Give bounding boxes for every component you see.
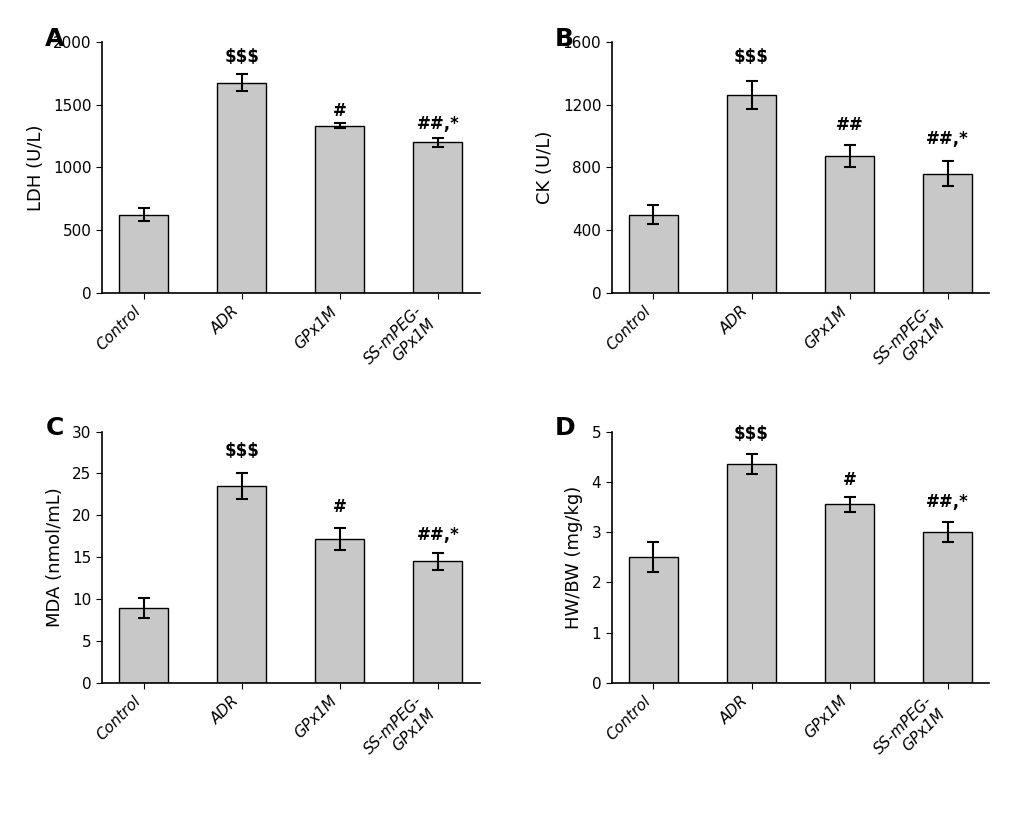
Y-axis label: MDA (nmol/mL): MDA (nmol/mL) — [46, 487, 64, 627]
Text: ##,*: ##,* — [925, 130, 968, 147]
Bar — [315, 126, 364, 293]
Text: C: C — [45, 416, 63, 441]
Text: ##,*: ##,* — [416, 115, 459, 132]
Text: A: A — [45, 27, 64, 51]
Bar — [629, 215, 678, 293]
Text: ##,*: ##,* — [925, 493, 968, 511]
Text: $$$: $$$ — [224, 47, 259, 66]
Text: #: # — [332, 102, 346, 120]
Bar — [922, 174, 971, 293]
Text: $$$: $$$ — [734, 48, 768, 66]
Text: D: D — [554, 416, 575, 441]
Bar — [727, 95, 775, 293]
Bar — [217, 82, 266, 293]
Bar — [119, 607, 168, 683]
Text: ##,*: ##,* — [416, 526, 459, 544]
Y-axis label: CK (U/L): CK (U/L) — [536, 131, 554, 204]
Text: #: # — [842, 471, 856, 489]
Y-axis label: LDH (U/L): LDH (U/L) — [26, 124, 45, 211]
Bar — [119, 215, 168, 293]
Bar — [824, 157, 873, 293]
Text: B: B — [554, 27, 574, 51]
Bar — [413, 561, 462, 683]
Bar — [315, 539, 364, 683]
Text: ##: ## — [835, 116, 863, 133]
Bar — [413, 142, 462, 293]
Text: $$$: $$$ — [734, 425, 768, 443]
Text: $$$: $$$ — [224, 442, 259, 460]
Text: #: # — [332, 498, 346, 516]
Y-axis label: HW/BW (mg/kg): HW/BW (mg/kg) — [565, 486, 583, 629]
Bar — [217, 486, 266, 683]
Bar — [629, 557, 678, 683]
Bar — [824, 505, 873, 683]
Bar — [727, 464, 775, 683]
Bar — [922, 532, 971, 683]
